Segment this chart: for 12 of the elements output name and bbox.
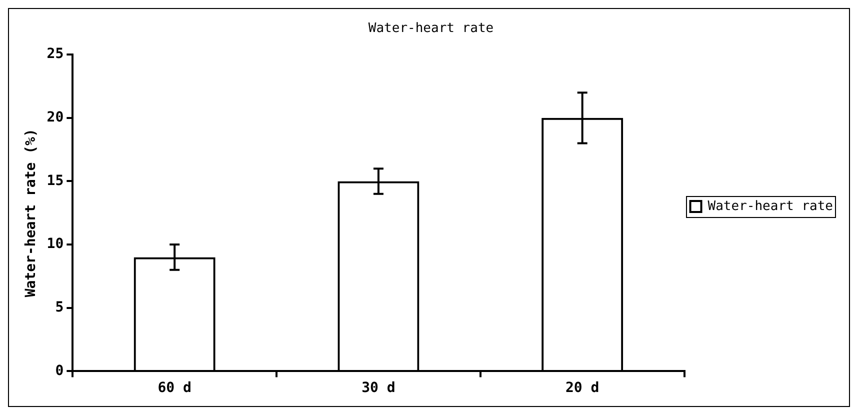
y-tick-label: 5 <box>55 300 64 316</box>
x-tick-label: 20 d <box>565 380 600 396</box>
x-tick-label: 30 d <box>362 380 396 396</box>
y-tick-label: 25 <box>46 46 64 62</box>
y-axis-title: Water-heart rate (%) <box>23 128 40 298</box>
y-tick-label: 15 <box>46 172 64 189</box>
legend-label: Water-heart rate <box>708 198 834 214</box>
y-tick-label: 10 <box>46 236 64 252</box>
x-tick-label: 60 d <box>158 380 192 396</box>
y-tick-label: 0 <box>55 362 64 379</box>
y-tick-label: 20 <box>46 110 64 126</box>
chart-title: Water-heart rate <box>368 21 494 36</box>
